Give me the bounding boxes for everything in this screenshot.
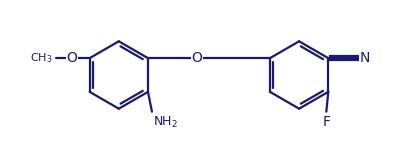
Text: F: F [321, 115, 330, 129]
Text: O: O [191, 51, 202, 65]
Text: CH$_3$: CH$_3$ [30, 51, 53, 65]
Text: O: O [66, 51, 77, 65]
Text: N: N [359, 51, 369, 65]
Text: NH$_2$: NH$_2$ [153, 115, 178, 130]
